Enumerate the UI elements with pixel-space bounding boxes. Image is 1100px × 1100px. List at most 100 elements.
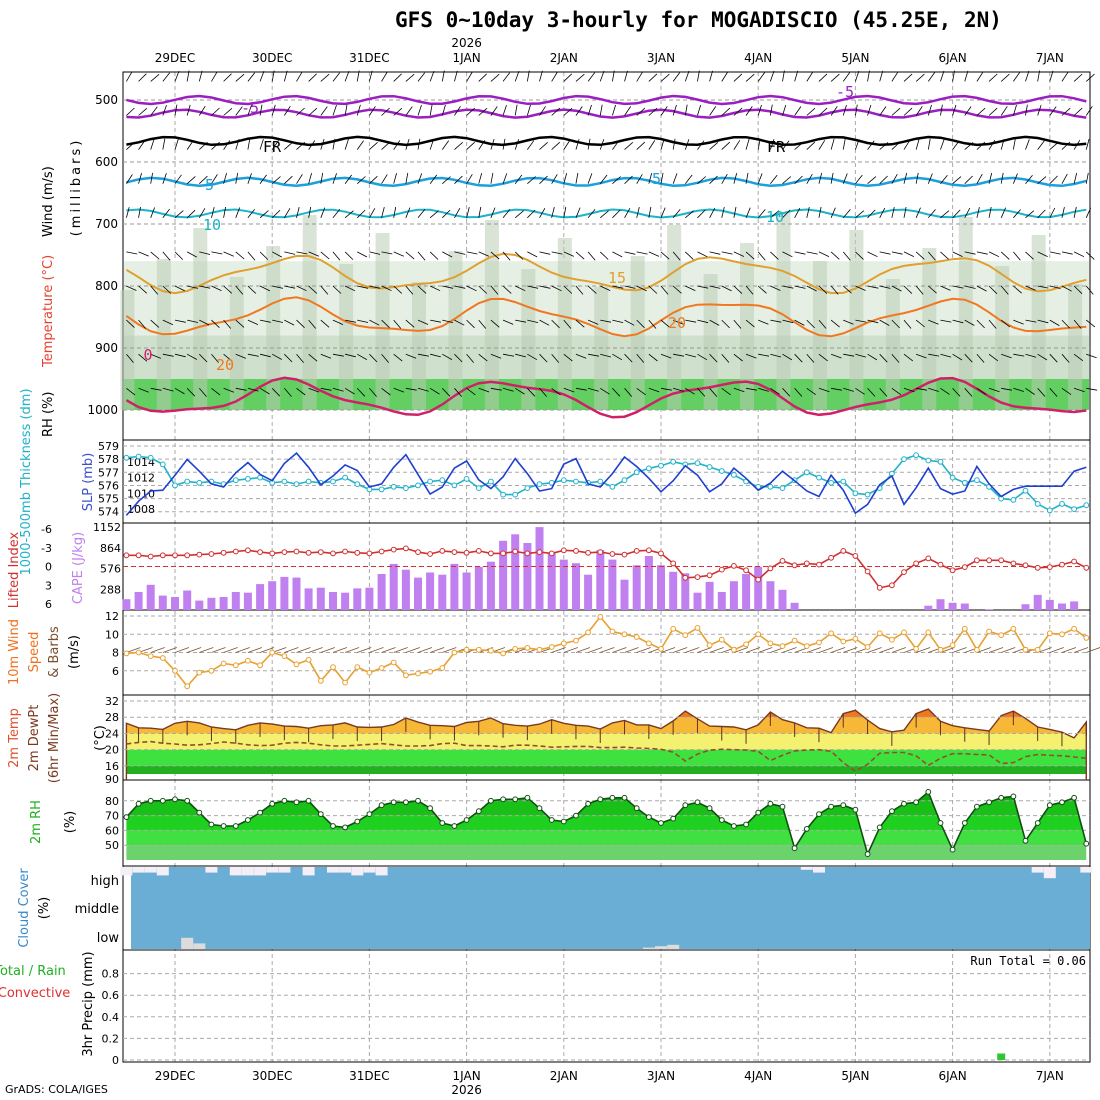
wind-barb xyxy=(855,353,867,358)
surface-wind-barb xyxy=(830,647,846,653)
wind-barb xyxy=(927,72,936,82)
wind-barb xyxy=(806,353,815,363)
wind-barb xyxy=(454,251,466,255)
wind-barb xyxy=(247,285,257,294)
wind-barb xyxy=(757,285,767,294)
wind-barb xyxy=(259,285,271,292)
rh-series-point xyxy=(488,797,494,804)
wind-barb xyxy=(502,285,512,294)
run-total-label: Run Total = 0.06 xyxy=(970,954,1086,968)
surface-wind-barb xyxy=(660,647,676,653)
surface-wind-barb xyxy=(308,647,323,653)
wind-barb xyxy=(660,73,670,82)
day-label-top: 7JAN xyxy=(1036,51,1064,65)
wind-barb xyxy=(527,388,536,397)
wind-barb xyxy=(818,172,823,184)
pressure-tick-label: 600 xyxy=(95,155,118,169)
wind-barb xyxy=(612,285,624,289)
axis-tick-label: 577 xyxy=(98,466,119,479)
wind-speed-series-point xyxy=(925,629,932,636)
wind-barb xyxy=(150,106,158,116)
wind-barb xyxy=(466,251,478,255)
wind-barb xyxy=(381,285,392,292)
wind-barb xyxy=(843,319,854,325)
wind-barb xyxy=(697,353,708,361)
rh-series-point xyxy=(731,823,737,829)
lifted-index-series-point xyxy=(147,553,154,560)
wind-barb xyxy=(709,285,721,289)
wind-barb xyxy=(563,172,568,184)
lifted-index-series-point xyxy=(901,569,907,575)
wind-barb xyxy=(794,70,799,82)
wind-barb xyxy=(1086,319,1096,328)
wind-barb xyxy=(1025,139,1030,150)
thickness-series-point xyxy=(718,468,725,474)
precip-tick-label: 0 xyxy=(112,1054,119,1067)
lifted-index-series xyxy=(123,545,1090,591)
wind-barb xyxy=(429,174,438,184)
rh-series-point xyxy=(961,820,968,826)
cloud-cover-fill xyxy=(131,867,1090,949)
thickness-series-point xyxy=(658,462,664,469)
wind-barb xyxy=(794,207,801,218)
lifted-index-series-point xyxy=(512,548,519,555)
wind-barb xyxy=(1012,173,1018,184)
surface-wind-barb xyxy=(879,647,894,653)
wind-barb xyxy=(1037,353,1048,361)
wind-barb xyxy=(782,353,793,361)
wind-barb xyxy=(1073,73,1083,82)
thickness-series-point xyxy=(731,472,737,478)
wind-barb xyxy=(429,251,439,260)
wind-barb xyxy=(405,207,411,218)
rh-series-point xyxy=(755,809,762,816)
wind-barb xyxy=(490,387,502,391)
wind-barb xyxy=(1025,210,1035,219)
wind-barb xyxy=(211,71,218,82)
rh-series-point xyxy=(949,846,956,853)
wind-barb xyxy=(636,174,643,184)
surface-wind-barb xyxy=(150,647,165,653)
wind-barb xyxy=(563,140,571,150)
rh-series-point xyxy=(937,820,944,826)
cape-bar xyxy=(462,572,471,610)
wind-barb xyxy=(442,388,451,397)
day-label-bottom: 2JAN xyxy=(550,1069,578,1083)
wind-barb xyxy=(320,207,326,218)
wind-barb xyxy=(429,104,433,116)
wind-barb xyxy=(381,353,390,363)
wind-barb xyxy=(308,285,318,294)
axis-tick-label: 8 xyxy=(112,647,119,660)
wind-speed-series-point xyxy=(184,683,191,690)
wind-barb xyxy=(539,142,548,150)
wind-barb xyxy=(624,353,633,363)
temp-band xyxy=(126,733,1087,750)
wind-barb xyxy=(684,104,688,116)
wind-barb xyxy=(381,174,388,184)
wind-barb xyxy=(563,251,574,257)
wind-barb xyxy=(514,210,524,219)
wind-barb xyxy=(126,387,136,396)
wind-speed-series-point xyxy=(548,644,555,650)
wind-barb xyxy=(1025,387,1035,395)
lifted-index-series-point xyxy=(184,552,191,559)
surface-wind-barb xyxy=(430,647,445,653)
rh-band xyxy=(126,830,1087,846)
wind-barb xyxy=(320,73,330,82)
wind-barb xyxy=(733,353,743,362)
li-tick-label: -6 xyxy=(41,523,52,536)
wind-barb xyxy=(162,104,167,116)
wind-barb xyxy=(247,208,256,219)
wind-barb xyxy=(940,70,945,82)
cloud-ylabel-a: Cloud Cover xyxy=(17,868,32,948)
wind-barb xyxy=(1073,387,1085,393)
wind-barb xyxy=(952,209,961,219)
rh-series-point xyxy=(828,803,834,810)
wind-barb xyxy=(356,70,360,82)
wind-speed-series-point xyxy=(196,669,203,676)
cape-bar xyxy=(486,561,495,610)
wind-barb xyxy=(940,174,948,184)
lifted-index-series-point xyxy=(1034,564,1041,571)
wind-speed-series-point xyxy=(949,642,956,649)
wind-barb xyxy=(490,319,500,328)
wind-barb xyxy=(441,140,450,150)
